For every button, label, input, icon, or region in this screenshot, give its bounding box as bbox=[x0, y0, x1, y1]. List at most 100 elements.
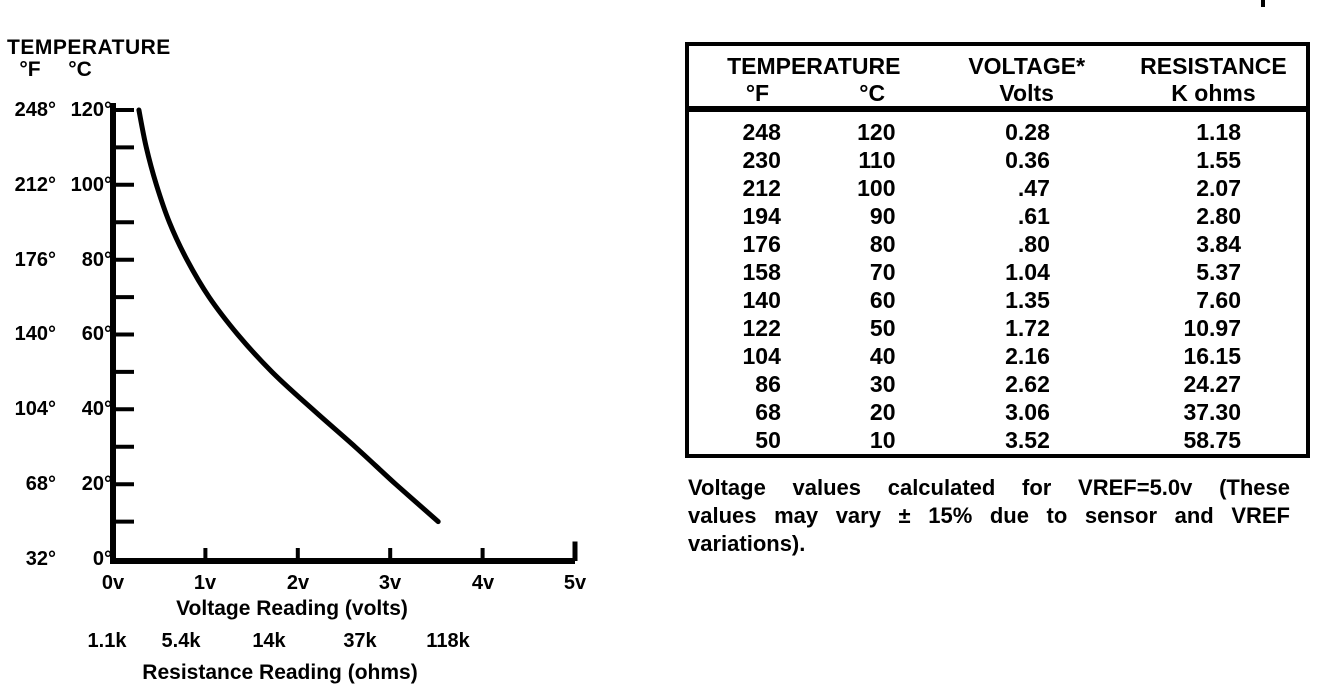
y-axis-ticks bbox=[113, 108, 134, 524]
cell-kohms: 2.80 bbox=[1196, 203, 1241, 229]
footnote-line: values may vary ± 15% due to sensor and … bbox=[688, 503, 1290, 528]
y-label-c: 80° bbox=[81, 249, 112, 271]
voltage-footnote: Voltage values calculated for VREF=5.0v … bbox=[688, 474, 1290, 558]
temperature-voltage-curve bbox=[136, 107, 441, 525]
y-axis-label-row: 176° 80° bbox=[0, 247, 113, 273]
cell-c: 50 bbox=[869, 315, 896, 341]
cell-kohms: 10.97 bbox=[1183, 315, 1241, 341]
cell-kohms: 1.18 bbox=[1196, 119, 1241, 145]
header-volts: Volts bbox=[999, 79, 1054, 106]
fahrenheit-unit-label: °F bbox=[19, 58, 41, 81]
y-label-f: 140° bbox=[14, 323, 56, 345]
resistance-tick-label: 37k bbox=[343, 630, 377, 652]
cell-c: 10 bbox=[869, 427, 896, 453]
cell-kohms: 3.84 bbox=[1196, 231, 1241, 257]
cell-kohms: 7.60 bbox=[1196, 287, 1241, 313]
table-row: 86 30 2.62 24.27 bbox=[687, 370, 1308, 398]
table-row: 212 100 .47 2.07 bbox=[687, 174, 1308, 202]
y-label-f: 104° bbox=[14, 398, 56, 420]
cell-kohms: 16.15 bbox=[1183, 343, 1241, 369]
header-kohms: K ohms bbox=[1171, 79, 1256, 106]
cell-volts: 1.35 bbox=[1005, 287, 1050, 313]
resistance-tick-label: 1.1k bbox=[87, 630, 127, 652]
y-label-f: 68° bbox=[25, 473, 56, 495]
x-axis-ticks bbox=[203, 548, 485, 561]
plot-canvas bbox=[110, 103, 578, 564]
y-label-f: 176° bbox=[14, 249, 56, 271]
table-row: 194 90 .61 2.80 bbox=[687, 202, 1308, 230]
cell-f: 140 bbox=[742, 287, 781, 313]
table-row: 248 120 0.28 1.18 bbox=[687, 109, 1308, 146]
cell-f: 248 bbox=[742, 119, 781, 145]
y-label-f: 212° bbox=[14, 174, 56, 196]
y-label-c: 100° bbox=[70, 174, 112, 196]
resistance-axis-caption: Resistance Reading (ohms) bbox=[142, 661, 418, 684]
cell-volts: 0.28 bbox=[1005, 119, 1050, 145]
table-row: 176 80 .80 3.84 bbox=[687, 230, 1308, 258]
cell-volts: .61 bbox=[1017, 203, 1050, 229]
y-axis-label-row: 140° 60° bbox=[0, 321, 113, 347]
cell-volts: 3.52 bbox=[1005, 427, 1050, 453]
y-axis-label-row: 68° 20° bbox=[0, 471, 113, 497]
cell-f: 68 bbox=[755, 399, 781, 425]
cell-volts: 0.36 bbox=[1005, 147, 1050, 173]
cell-f: 158 bbox=[742, 259, 781, 285]
cell-c: 80 bbox=[869, 231, 896, 257]
y-label-c: 60° bbox=[81, 323, 112, 345]
y-axis-label-row: 212° 100° bbox=[0, 172, 113, 198]
cell-c: 70 bbox=[869, 259, 896, 285]
table-header: TEMPERATURE VOLTAGE* RESISTANCE °F °C Vo… bbox=[687, 44, 1308, 109]
table-row: 158 70 1.04 5.37 bbox=[687, 258, 1308, 286]
cell-kohms: 24.27 bbox=[1183, 371, 1241, 397]
cell-c: 120 bbox=[857, 119, 896, 145]
y-label-c: 0° bbox=[92, 548, 112, 570]
cell-c: 30 bbox=[869, 371, 896, 397]
cell-c: 110 bbox=[858, 147, 896, 173]
celsius-unit-label: °C bbox=[68, 58, 92, 81]
table-row: 68 20 3.06 37.30 bbox=[687, 398, 1308, 426]
header-f: °F bbox=[745, 79, 770, 106]
x-tick-label: 4v bbox=[471, 572, 495, 594]
y-label-f: 32° bbox=[25, 548, 56, 570]
y-label-f: 248° bbox=[14, 99, 56, 121]
table-row: 104 40 2.16 16.15 bbox=[687, 342, 1308, 370]
table-row: 122 50 1.72 10.97 bbox=[687, 314, 1308, 342]
cell-kohms: 58.75 bbox=[1183, 427, 1241, 453]
x-tick-label: 5v bbox=[563, 572, 587, 594]
y-label-c: 20° bbox=[81, 473, 112, 495]
cell-kohms: 37.30 bbox=[1183, 399, 1241, 425]
x-tick-label: 1v bbox=[193, 572, 217, 594]
x-axis-caption: Voltage Reading (volts) bbox=[176, 597, 408, 620]
cell-volts: .80 bbox=[1017, 231, 1050, 257]
cell-f: 122 bbox=[742, 315, 781, 341]
cell-kohms: 2.07 bbox=[1196, 175, 1241, 201]
resistance-tick-label: 5.4k bbox=[161, 630, 201, 652]
cell-volts: .47 bbox=[1017, 175, 1050, 201]
cell-volts: 1.04 bbox=[1005, 259, 1050, 285]
cell-c: 60 bbox=[869, 287, 896, 313]
y-axis-unit-header: °F °C bbox=[0, 58, 113, 82]
cell-f: 104 bbox=[742, 343, 781, 369]
header-resistance: RESISTANCE bbox=[1140, 53, 1287, 79]
y-axis-label-row: 104° 40° bbox=[0, 396, 113, 422]
resistance-tick-label: 118k bbox=[426, 630, 470, 652]
table-row: 50 10 3.52 58.75 bbox=[687, 426, 1308, 456]
table-row: 230 110 0.36 1.55 bbox=[687, 146, 1308, 174]
cell-volts: 2.62 bbox=[1005, 371, 1050, 397]
y-axis-label-row: 248° 120° bbox=[0, 97, 113, 123]
cell-f: 212 bbox=[742, 175, 781, 201]
cell-f: 50 bbox=[755, 427, 781, 453]
cell-f: 176 bbox=[742, 231, 781, 257]
header-voltage: VOLTAGE* bbox=[968, 53, 1086, 79]
cell-volts: 2.16 bbox=[1005, 343, 1050, 369]
y-label-c: 40° bbox=[81, 398, 112, 420]
temperature-voltage-chart: TEMPERATURE °F °C 248° 120° 212° 100° 176°… bbox=[0, 0, 660, 696]
scan-artifact-mark bbox=[1261, 0, 1265, 7]
x-tick-label: 2v bbox=[286, 572, 310, 594]
x-tick-label: 0v bbox=[101, 572, 125, 594]
cell-c: 40 bbox=[869, 343, 896, 369]
temperature-voltage-resistance-table: TEMPERATURE VOLTAGE* RESISTANCE °F °C Vo… bbox=[685, 42, 1310, 458]
cell-f: 230 bbox=[742, 147, 781, 173]
cell-c: 90 bbox=[869, 203, 896, 229]
